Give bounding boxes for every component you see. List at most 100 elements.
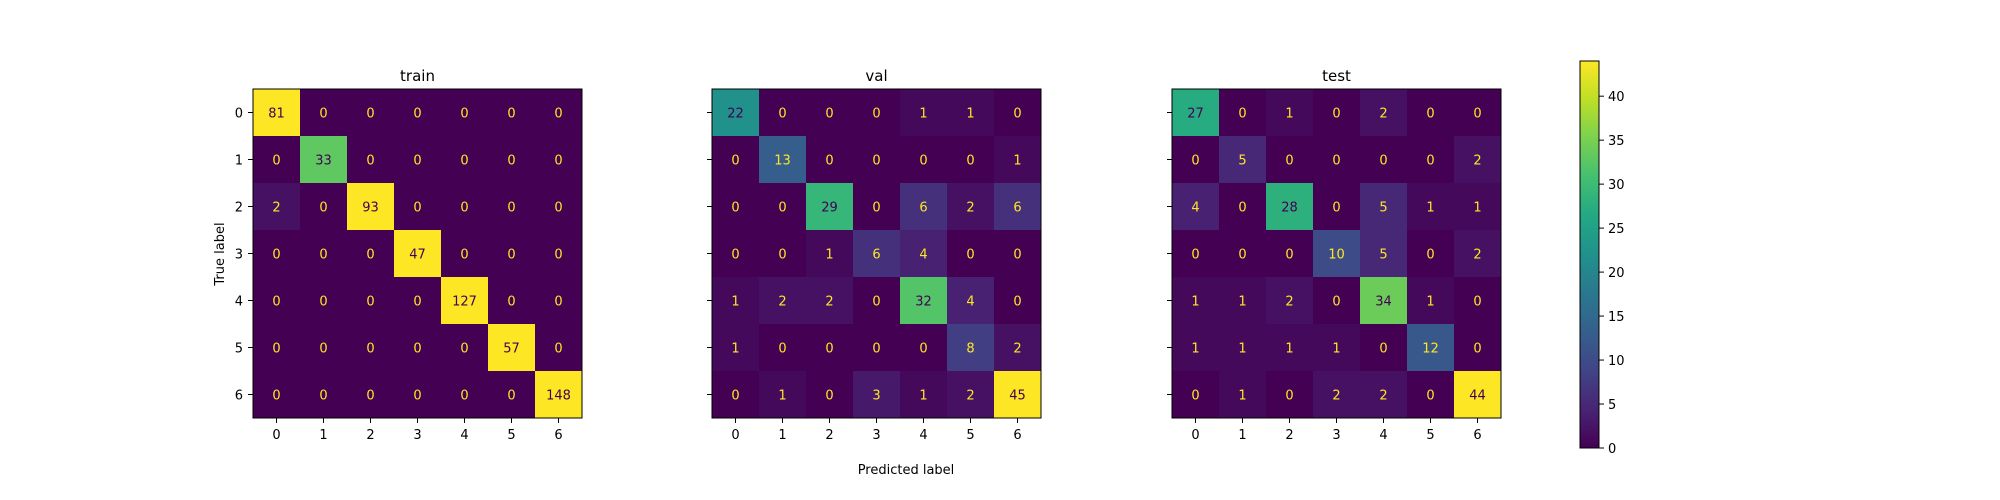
cell-value-label: 0 (1013, 248, 1021, 263)
panel-title: test (1322, 67, 1351, 85)
colorbar-tick-label: 10 (1608, 354, 1625, 369)
x-tick-label: 6 (554, 428, 562, 443)
cell-value-label: 44 (1469, 389, 1486, 404)
matrix-cell (1454, 183, 1501, 230)
cell-value-label: 0 (366, 342, 374, 357)
matrix-cell (994, 89, 1041, 136)
cell-value-label: 0 (366, 154, 374, 169)
cell-value-label: 1 (825, 248, 833, 263)
cell-value-label: 0 (366, 295, 374, 310)
matrix-cell (394, 183, 441, 230)
cell-value-label: 6 (1013, 201, 1021, 216)
cell-value-label: 0 (319, 295, 327, 310)
matrix-cell (947, 277, 994, 324)
cell-value-label: 0 (1238, 248, 1246, 263)
cell-value-label: 5 (1238, 154, 1246, 169)
matrix-cell (853, 89, 900, 136)
panel-title: train (400, 67, 435, 85)
matrix-cell (488, 230, 535, 277)
cell-value-label: 0 (872, 295, 880, 310)
matrix-cell (1266, 230, 1313, 277)
matrix-cell (759, 230, 806, 277)
cell-value-label: 0 (966, 248, 974, 263)
matrix-cell (394, 136, 441, 183)
matrix-cell (994, 371, 1041, 418)
cell-value-label: 0 (366, 248, 374, 263)
matrix-cell (441, 183, 488, 230)
cell-value-label: 1 (966, 107, 974, 122)
cell-value-label: 127 (452, 295, 477, 310)
panel-title: val (865, 67, 887, 85)
matrix-cell (1172, 89, 1219, 136)
x-tick-label: 3 (413, 428, 421, 443)
cell-value-label: 0 (1379, 154, 1387, 169)
matrix-cell (535, 136, 582, 183)
cell-value-label: 0 (1013, 107, 1021, 122)
matrix-cell (488, 89, 535, 136)
matrix-cell (1360, 183, 1407, 230)
matrix-cell (806, 183, 853, 230)
x-tick-label: 3 (872, 428, 880, 443)
cell-value-label: 0 (1285, 389, 1293, 404)
cell-value-label: 1 (778, 389, 786, 404)
matrix-cell (535, 183, 582, 230)
cell-value-label: 5 (1379, 201, 1387, 216)
matrix-cell (947, 371, 994, 418)
x-tick-label: 0 (731, 428, 739, 443)
matrix-cell (1313, 230, 1360, 277)
matrix-cell (806, 136, 853, 183)
x-tick-label: 1 (778, 428, 786, 443)
cell-value-label: 2 (966, 201, 974, 216)
matrix-cell (900, 324, 947, 371)
cell-value-label: 0 (1332, 201, 1340, 216)
x-tick-label: 6 (1473, 428, 1481, 443)
matrix-cell (900, 136, 947, 183)
cell-value-label: 1 (919, 389, 927, 404)
cell-value-label: 2 (1473, 248, 1481, 263)
matrix-cell (1407, 277, 1454, 324)
matrix-cell (441, 230, 488, 277)
matrix-cell (253, 277, 300, 324)
matrix-cell (1407, 136, 1454, 183)
matrix-cell (1360, 324, 1407, 371)
matrix-cell (300, 324, 347, 371)
cell-value-label: 0 (1426, 107, 1434, 122)
cell-value-label: 0 (778, 107, 786, 122)
y-tick-label: 4 (235, 295, 243, 310)
matrix-cell (853, 183, 900, 230)
cell-value-label: 0 (554, 201, 562, 216)
cell-value-label: 0 (778, 201, 786, 216)
matrix-cell (1266, 371, 1313, 418)
matrix-cell (947, 89, 994, 136)
cell-value-label: 0 (460, 389, 468, 404)
cell-value-label: 1 (1238, 389, 1246, 404)
matrix-cell (1266, 324, 1313, 371)
matrix-cell (1407, 371, 1454, 418)
cell-value-label: 0 (919, 342, 927, 357)
cell-value-label: 0 (413, 295, 421, 310)
matrix-cell (253, 230, 300, 277)
cell-value-label: 8 (966, 342, 974, 357)
matrix-cell (994, 136, 1041, 183)
matrix-cell (1172, 277, 1219, 324)
cell-value-label: 29 (821, 201, 838, 216)
matrix-cell (712, 89, 759, 136)
cell-value-label: 0 (1473, 342, 1481, 357)
x-tick-label: 4 (1379, 428, 1387, 443)
x-tick-label: 1 (1238, 428, 1246, 443)
cell-value-label: 0 (460, 342, 468, 357)
colorbar-tick-label: 5 (1608, 398, 1616, 413)
matrix-cell (300, 89, 347, 136)
cell-value-label: 57 (503, 342, 520, 357)
cell-value-label: 1 (1332, 342, 1340, 357)
cell-value-label: 0 (507, 154, 515, 169)
cell-value-label: 0 (731, 389, 739, 404)
cell-value-label: 33 (315, 154, 332, 169)
cell-value-label: 0 (872, 342, 880, 357)
cell-value-label: 0 (872, 201, 880, 216)
matrix-cell (347, 230, 394, 277)
matrix-cell (1360, 371, 1407, 418)
cell-value-label: 0 (272, 154, 280, 169)
matrix-cell (1360, 89, 1407, 136)
cell-value-label: 0 (731, 154, 739, 169)
